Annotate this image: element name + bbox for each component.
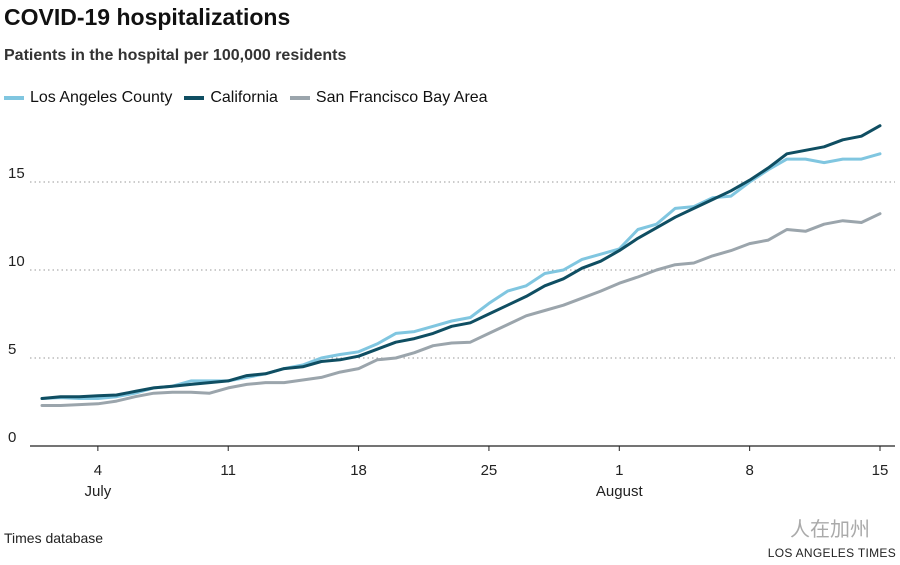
legend-label: San Francisco Bay Area [315,89,488,106]
chart-title: COVID-19 hospitalizations [4,4,291,30]
x-tick-label: 15 [872,462,889,479]
legend-item-ca: California [184,89,278,107]
legend: Los Angeles County California San Franci… [4,89,488,107]
x-tick-label: 25 [481,462,498,479]
chart-subtitle: Patients in the hospital per 100,000 res… [4,47,347,64]
legend-swatch [4,96,24,100]
brand-credit: LOS ANGELES TIMES [767,546,896,560]
x-month-label: July [85,483,112,500]
legend-item-la: Los Angeles County [4,89,172,107]
legend-swatch [184,96,205,100]
series-line-san-francisco-bay-area [40,212,882,407]
x-tick-label: 4 [94,462,102,479]
x-month-label: August [596,483,644,500]
x-tick-label: 11 [220,462,236,479]
y-tick-label: 0 [8,429,16,446]
legend-label: California [210,89,278,106]
series-line-california [40,124,882,400]
source-note: Times database [4,530,104,546]
legend-swatch [289,96,310,100]
y-tick-label: 5 [8,341,16,358]
x-tick-label: 1 [615,462,623,479]
y-tick-label: 15 [8,165,25,182]
x-tick-label: 8 [745,462,753,479]
watermark: 人在加州 [790,519,870,541]
legend-label: Los Angeles County [30,89,173,106]
y-tick-label: 10 [8,253,25,270]
legend-item-sf: San Francisco Bay Area [289,89,488,107]
x-tick-label: 18 [350,462,367,479]
series-line-los-angeles-county [40,152,882,400]
